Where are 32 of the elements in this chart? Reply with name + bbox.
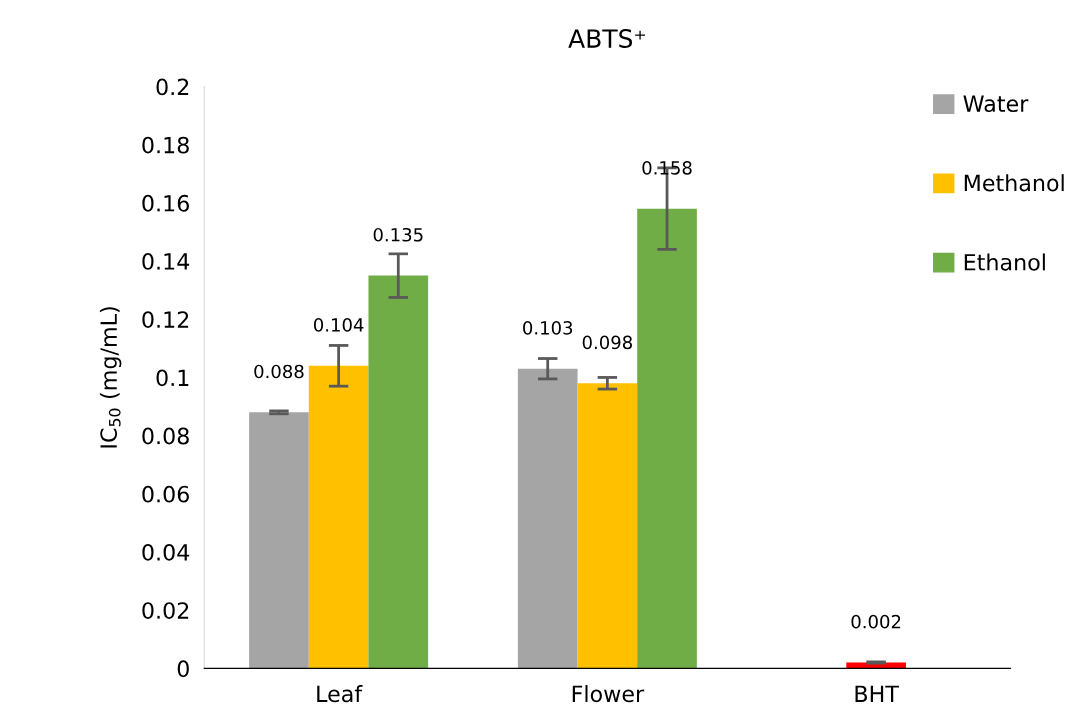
data-label: 0.088 — [254, 364, 304, 379]
data-label: 0.098 — [582, 335, 632, 350]
data-label: 0.103 — [523, 321, 573, 335]
y-tick-label: 0.08 — [142, 427, 189, 445]
y-tick-label: 0.18 — [142, 136, 189, 154]
data-label: 0.135 — [373, 227, 423, 242]
bar — [308, 365, 369, 669]
y-tick-label: 0.06 — [142, 485, 189, 503]
y-axis-title: IC$_{50}$ (mg/mL) — [99, 307, 122, 448]
y-tick-label: 0.14 — [142, 253, 190, 270]
y-tick-label: 0.1 — [156, 369, 189, 387]
x-tick-label: Leaf — [317, 685, 363, 703]
y-tick-label: 0 — [177, 660, 189, 678]
y-tick-label: 0.04 — [142, 543, 190, 561]
legend-label: Ethanol — [964, 253, 1045, 271]
data-label: 0.104 — [313, 318, 364, 332]
x-tick-label: BHT — [855, 685, 899, 702]
y-tick-label: 0.02 — [142, 602, 189, 619]
legend-label: Methanol — [964, 174, 1064, 192]
bar — [637, 208, 697, 669]
bar — [517, 368, 578, 669]
x-tick-label: Flower — [572, 685, 645, 703]
bar — [368, 275, 429, 669]
data-label: 0.002 — [851, 614, 901, 629]
bar — [577, 383, 638, 669]
y-tick-label: 0.12 — [142, 311, 189, 329]
legend-label: Water — [963, 95, 1029, 113]
data-label: 0.158 — [642, 161, 692, 175]
chart-title: ABTS⁺ — [568, 29, 645, 48]
bar — [249, 412, 309, 669]
y-tick-label: 0.16 — [142, 194, 189, 212]
y-tick-label: 0.2 — [156, 78, 189, 96]
